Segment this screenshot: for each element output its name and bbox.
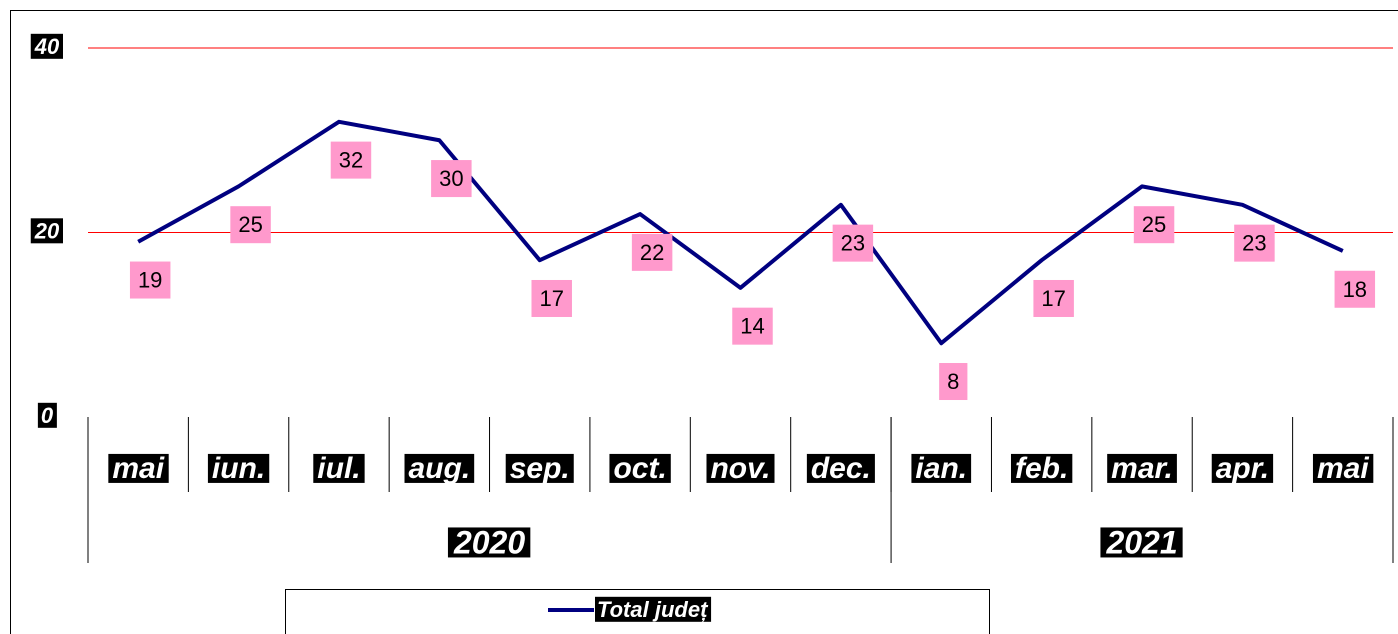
x-tick-label-bg xyxy=(404,453,475,483)
data-label-bg xyxy=(330,141,372,179)
x-tick-label: iul. xyxy=(317,452,360,485)
group-label-group: 2020 xyxy=(447,524,531,560)
x-tick-label-bg xyxy=(706,453,775,483)
y-tick-label-group: 0 xyxy=(37,402,57,428)
x-tick-label: apr. xyxy=(1216,452,1269,485)
group-label-bg xyxy=(1100,527,1183,558)
x-tick-label-group: aug. xyxy=(404,452,475,485)
data-label-bg xyxy=(1234,224,1275,262)
x-tick-label-bg xyxy=(609,453,671,483)
data-label-group: 25 xyxy=(230,206,271,244)
data-label-group: 14 xyxy=(732,307,773,345)
data-label: 25 xyxy=(1142,212,1166,237)
x-tick-label: mai xyxy=(112,452,164,485)
data-label-group: 17 xyxy=(1033,279,1074,317)
x-tick-label-bg xyxy=(108,453,169,483)
data-label-bg xyxy=(230,206,271,244)
line xyxy=(137,119,1344,346)
x-tick-label-group: mar. xyxy=(1107,452,1177,485)
data-label: 14 xyxy=(740,314,764,339)
data-label: 32 xyxy=(339,148,363,173)
legend-label: Total județ xyxy=(597,597,709,622)
data-label-bg xyxy=(431,160,472,198)
y-tick-label-bg xyxy=(30,218,63,244)
x-tick-label-bg xyxy=(313,453,365,483)
x-tick-label-bg xyxy=(505,453,574,483)
x-tick-label-group: feb. xyxy=(1010,452,1073,485)
y-tick-label-group: 40 xyxy=(30,33,63,59)
data-label-bg xyxy=(1334,270,1376,308)
data-label: 30 xyxy=(439,166,463,191)
data-label-group: 30 xyxy=(431,160,472,198)
data-label-group: 25 xyxy=(1133,206,1175,244)
data-label-group: 18 xyxy=(1334,270,1376,308)
x-tick-label: nov. xyxy=(710,452,770,485)
x-tick-label: aug. xyxy=(409,452,471,485)
x-tick-label-group: mai xyxy=(1312,452,1374,485)
y-tick-label-group: 20 xyxy=(30,218,63,244)
x-tick-label: oct. xyxy=(613,452,666,485)
x-tick-label: mar. xyxy=(1111,452,1173,485)
group-label: 2021 xyxy=(1105,524,1177,560)
x-tick-label-group: nov. xyxy=(706,452,775,485)
x-tick-label-bg xyxy=(806,453,875,483)
legend-label-group: Total județ xyxy=(595,596,712,622)
x-tick-label: feb. xyxy=(1015,452,1068,485)
y-tick-label-bg xyxy=(37,402,57,428)
data-label-group: 22 xyxy=(631,233,673,271)
data-label-bg xyxy=(531,279,572,317)
data-label-bg xyxy=(129,261,171,299)
x-tick-label-bg xyxy=(1107,453,1177,483)
x-tick-label-group: apr. xyxy=(1211,452,1274,485)
data-label: 8 xyxy=(947,369,959,394)
x-tick-label: iun. xyxy=(212,452,265,485)
data-label: 17 xyxy=(539,286,563,311)
x-tick-label-bg xyxy=(1312,453,1374,483)
data-label: 25 xyxy=(238,212,262,237)
x-tick-label-group: iun. xyxy=(207,452,270,485)
x-tick-label-group: iul. xyxy=(313,452,365,485)
x-tick-label-group: ian. xyxy=(911,452,972,485)
y-tick-label: 20 xyxy=(34,218,60,243)
data-label: 22 xyxy=(640,240,664,265)
x-tick-label-bg xyxy=(207,453,270,483)
x-tick-label-group: sep. xyxy=(505,452,574,485)
chart-frame xyxy=(10,10,1398,634)
x-tick-label: ian. xyxy=(915,452,967,485)
y-tick-label-bg xyxy=(30,33,63,59)
data-label: 23 xyxy=(1242,231,1266,256)
group-label: 2020 xyxy=(453,524,525,560)
x-tick-label-bg xyxy=(1211,453,1274,483)
data-label: 18 xyxy=(1343,277,1367,302)
y-tick-label: 40 xyxy=(34,34,60,59)
x-tick-label: dec. xyxy=(811,452,871,485)
x-tick-label: sep. xyxy=(510,452,570,485)
data-label: 19 xyxy=(138,268,162,293)
x-tick-label: mai xyxy=(1317,452,1369,485)
data-label-bg xyxy=(732,307,773,345)
data-label-group: 19 xyxy=(129,261,171,299)
x-tick-label-group: oct. xyxy=(609,452,671,485)
data-label-group: 23 xyxy=(1234,224,1275,262)
group-label-bg xyxy=(447,527,531,558)
data-label-bg xyxy=(1133,206,1175,244)
data-label-bg xyxy=(939,363,968,401)
x-tick-label-bg xyxy=(911,453,972,483)
legend-label-bg xyxy=(595,596,712,622)
data-label-group: 8 xyxy=(939,363,968,401)
data-label-bg xyxy=(832,224,874,262)
x-tick-label-bg xyxy=(1010,453,1073,483)
x-tick-label-group: mai xyxy=(108,452,169,485)
data-label: 17 xyxy=(1041,286,1065,311)
data-label-bg xyxy=(631,233,673,271)
data-label-group: 17 xyxy=(531,279,572,317)
group-label-group: 2021 xyxy=(1100,524,1183,560)
data-label-group: 32 xyxy=(330,141,372,179)
data-label-group: 23 xyxy=(832,224,874,262)
data-label-bg xyxy=(1033,279,1074,317)
x-tick-label-group: dec. xyxy=(806,452,875,485)
data-label: 23 xyxy=(841,231,865,256)
y-tick-label: 0 xyxy=(41,403,54,428)
